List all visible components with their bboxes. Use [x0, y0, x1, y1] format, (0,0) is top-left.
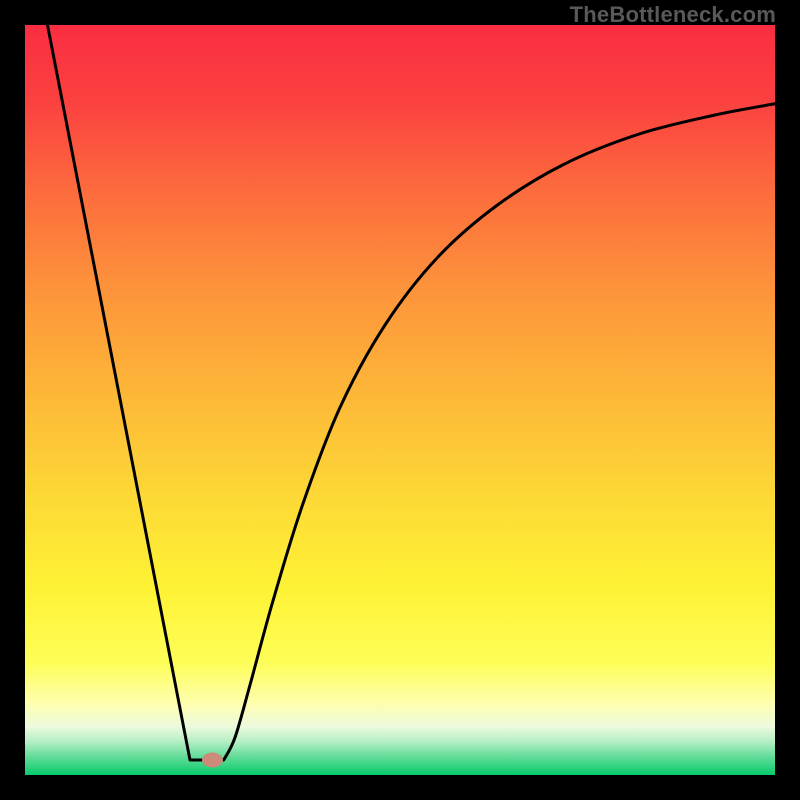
plot-area [25, 25, 775, 775]
optimal-point-marker [202, 753, 223, 768]
bottleneck-curve [25, 25, 775, 775]
chart-frame: TheBottleneck.com [0, 0, 800, 800]
